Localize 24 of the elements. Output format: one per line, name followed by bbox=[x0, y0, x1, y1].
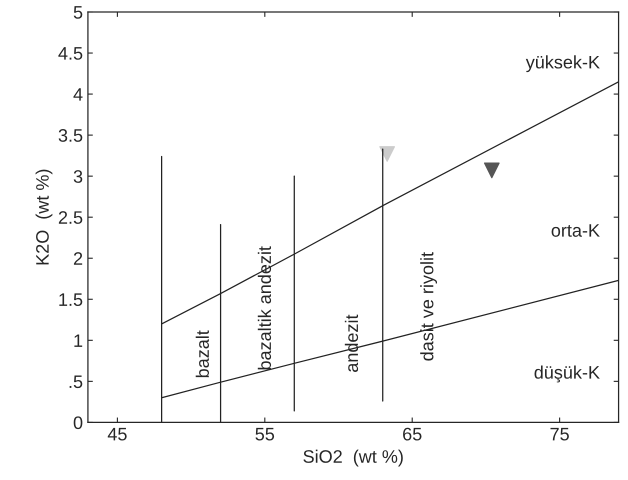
y-tick-label: 4.5 bbox=[58, 47, 82, 60]
y-tick-label: .5 bbox=[70, 375, 82, 388]
y-tick-label: 0 bbox=[74, 416, 82, 430]
annotation: yüksek-K bbox=[526, 55, 600, 72]
annotation: dasit ve riyolit bbox=[420, 252, 438, 361]
y-tick-label: 1.5 bbox=[59, 293, 82, 306]
x-tick-label: 75 bbox=[550, 428, 569, 441]
x-tick-label: 55 bbox=[255, 428, 274, 441]
y-tick-label: 2 bbox=[74, 252, 82, 265]
y-tick-label: 1 bbox=[74, 334, 82, 347]
x-axis-title: SiO2 (wt %) bbox=[303, 450, 403, 466]
y-tick-label: 3 bbox=[74, 170, 82, 183]
x-tick-label: 65 bbox=[403, 428, 422, 441]
annotation: bazalt bbox=[196, 330, 209, 378]
annotation: andezit bbox=[344, 314, 358, 372]
y-tick-label: 2.5 bbox=[58, 211, 82, 224]
y-tick-label: 5 bbox=[74, 6, 82, 19]
y-axis-title: K2O (wt %) bbox=[36, 170, 52, 264]
annotation: bazaltik andezit bbox=[258, 246, 272, 370]
y-tick-label: 4 bbox=[73, 88, 83, 101]
annotation: düşük-K bbox=[534, 366, 600, 382]
y-tick-label: 3.5 bbox=[58, 129, 82, 142]
x-tick-label: 45 bbox=[108, 428, 127, 441]
annotation: orta-K bbox=[552, 224, 600, 237]
